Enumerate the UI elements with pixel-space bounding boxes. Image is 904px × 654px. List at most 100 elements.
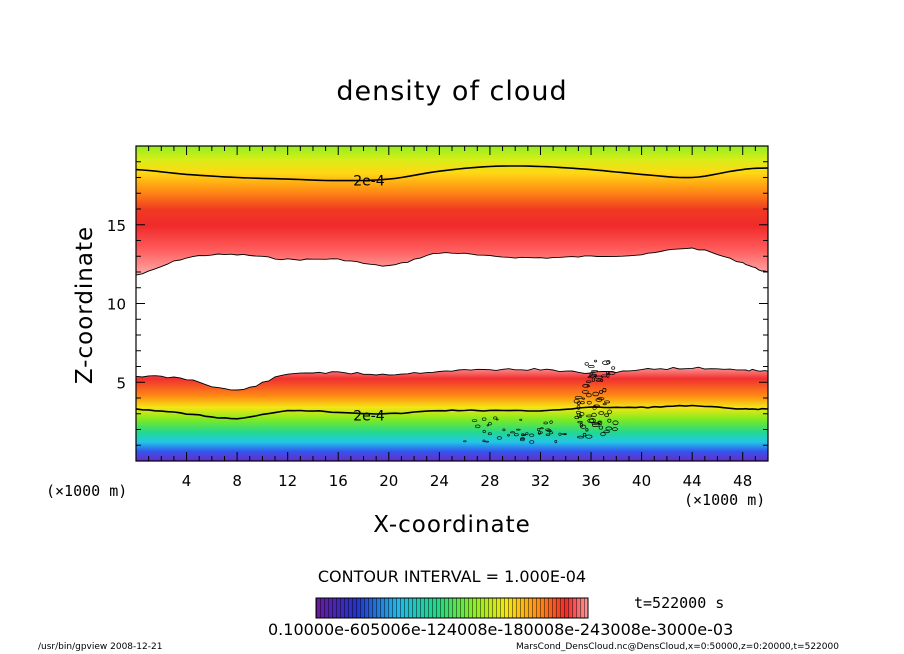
- noise-contour: [593, 404, 600, 408]
- noise-contour: [537, 428, 541, 432]
- noise-contour: [507, 434, 510, 437]
- x-tick-label: 16: [329, 472, 348, 490]
- x-tick-label: 28: [480, 472, 499, 490]
- noise-contour: [599, 390, 603, 394]
- noise-contour: [564, 433, 567, 436]
- colorbar-frame: [315, 597, 589, 619]
- chart-title: density of cloud: [336, 76, 568, 107]
- noise-contour: [606, 360, 611, 365]
- noise-contour: [588, 365, 595, 369]
- x-unit-label-right: (×1000 m): [684, 491, 766, 509]
- noise-contour: [584, 362, 589, 366]
- noise-contour: [561, 432, 567, 435]
- x-tick-label: 20: [379, 472, 398, 490]
- noise-contour: [574, 415, 580, 420]
- noise-contour: [529, 433, 535, 437]
- noise-contour: [496, 436, 502, 440]
- noise-contour: [607, 370, 616, 376]
- noise-contour: [488, 422, 492, 426]
- noise-contour: [585, 380, 592, 383]
- noise-contour: [481, 417, 487, 421]
- x-tick-label: 44: [683, 472, 702, 490]
- noise-contour: [591, 377, 596, 382]
- noise-contour: [597, 397, 605, 401]
- noise-contour: [582, 384, 590, 388]
- noise-contour: [580, 400, 585, 405]
- noise-contour: [594, 359, 598, 363]
- lower-2e-4-contour: [136, 404, 768, 420]
- noise-contour: [529, 440, 535, 444]
- noise-contour: [586, 400, 592, 405]
- lower-band-top-edge: [136, 366, 768, 391]
- noise-contour: [545, 428, 551, 431]
- noise-contour: [593, 373, 598, 377]
- noise-contour: [598, 425, 603, 430]
- x-axis-label: X-coordinate: [373, 512, 531, 538]
- noise-contour: [579, 423, 583, 428]
- noise-contour: [606, 373, 610, 378]
- noise-contour: [612, 427, 618, 432]
- noise-contour: [471, 419, 478, 422]
- y-axis-label: Z-coordinate: [72, 225, 98, 385]
- x-tick-label: 8: [232, 472, 242, 490]
- noise-contour: [521, 433, 525, 437]
- noise-contour: [586, 414, 593, 418]
- noise-contour: [554, 440, 558, 444]
- noise-contour: [604, 400, 611, 404]
- noise-contour: [590, 370, 599, 373]
- noise-contour: [495, 418, 499, 421]
- noise-contour: [592, 391, 600, 397]
- noise-contour: [510, 431, 516, 434]
- time-label: t=522000 s: [634, 594, 725, 612]
- x-unit-label-left: (×1000 m): [46, 482, 128, 500]
- contour-interval-label: CONTOUR INTERVAL = 1.000E-04: [317, 567, 587, 586]
- noise-contour: [475, 424, 481, 429]
- noise-contour: [519, 418, 523, 421]
- noise-contour: [577, 435, 584, 439]
- noise-contour: [486, 424, 489, 427]
- upper-cloud-band: [136, 146, 768, 276]
- noise-contour: [605, 426, 613, 431]
- noise-contour: [543, 421, 548, 425]
- noise-contour: [595, 375, 603, 379]
- noise-contour: [589, 372, 594, 376]
- noise-contour: [487, 432, 492, 436]
- noise-contour: [558, 432, 562, 436]
- y-tick-label: 5: [116, 374, 126, 392]
- noise-contour: [612, 420, 619, 426]
- noise-contour: [603, 430, 610, 434]
- contour-labels: 2e-4 2e-4: [353, 174, 385, 425]
- noise-contour: [548, 431, 554, 435]
- noise-contour: [493, 416, 498, 420]
- noise-contour: [573, 398, 580, 404]
- contour-label: 2e-4: [353, 174, 385, 190]
- noise-contour: [604, 413, 610, 417]
- noise-contour: [600, 432, 606, 437]
- noise-contour: [516, 428, 521, 431]
- noise-contour: [591, 423, 600, 428]
- noise-contour: [587, 376, 592, 379]
- x-tick-label: 24: [430, 472, 449, 490]
- noise-contour: [485, 440, 490, 443]
- noise-contour: [582, 397, 585, 400]
- upper-band-bottom-edge: [136, 247, 768, 276]
- noise-contour: [513, 433, 519, 437]
- noise-contour: [482, 439, 486, 443]
- noise-contour: [582, 432, 587, 437]
- x-tick-label: 48: [733, 472, 752, 490]
- x-tick-label: 40: [632, 472, 651, 490]
- noise-contour: [502, 428, 506, 432]
- noise-contour: [602, 388, 607, 393]
- noise-contour: [482, 429, 486, 434]
- noise-contour: [576, 405, 581, 410]
- contour-noise-cluster: [463, 359, 619, 444]
- noise-contour: [605, 371, 611, 375]
- noise-contour: [519, 438, 525, 442]
- x-tick-label: 32: [531, 472, 550, 490]
- noise-contour: [602, 402, 607, 406]
- noise-contour: [591, 412, 597, 418]
- noise-contour: [607, 418, 612, 423]
- x-axis-ticks: 4 8 12 16 20 24 28 32 36 40 44 48: [148, 146, 769, 490]
- noise-contour: [595, 379, 602, 382]
- colorbar-tick-labels: 0.10000e-605006e-124008e-180008e-243008e…: [268, 620, 734, 639]
